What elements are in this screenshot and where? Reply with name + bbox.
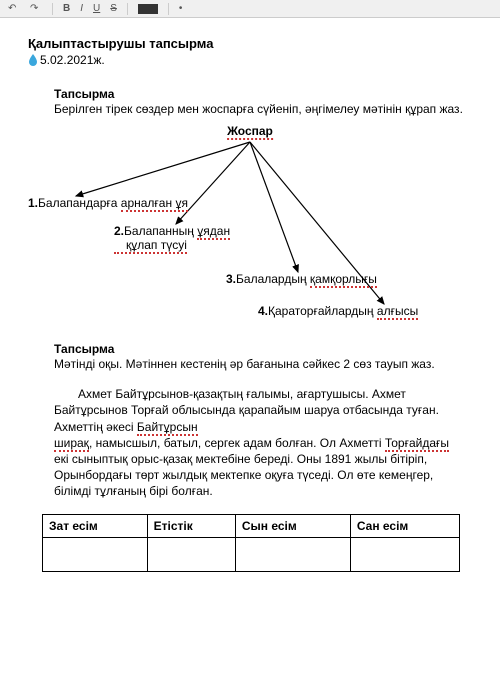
toolbar-block-icon[interactable] xyxy=(138,4,158,14)
plan-diagram: Жоспар 1.Балапандарға арналған ұя 2.Балап… xyxy=(28,124,472,334)
body-paragraph: Ахмет Байтұрсынов-қазақтың ғалымы, ағарт… xyxy=(28,386,472,499)
redo-icon[interactable]: ↷ xyxy=(30,3,42,15)
table-cell[interactable] xyxy=(235,537,350,571)
table-header-row: Зат есімЕтістікСын есімСан есім xyxy=(43,514,460,537)
plan-title: Жоспар xyxy=(227,124,273,138)
table-cell[interactable] xyxy=(147,537,235,571)
task2-label: Тапсырма xyxy=(54,342,472,356)
dot-icon[interactable]: • xyxy=(179,3,191,15)
page-title: Қалыптастырушы тапсырма xyxy=(28,36,472,51)
task1-label: Тапсырма xyxy=(54,87,472,101)
water-drop-icon xyxy=(28,54,38,66)
plan-item: 4.Қараторғайлардың алғысы xyxy=(258,304,418,318)
bold-icon[interactable]: B xyxy=(63,3,70,14)
task2-text: Мәтінді оқы. Мәтіннен кестенің әр бағаны… xyxy=(54,357,472,373)
table-header: Сын есім xyxy=(235,514,350,537)
plan-item: 3.Балалардың қамқорлығы xyxy=(226,272,377,286)
date-line: 5.02.2021ж. xyxy=(28,53,472,67)
date-text: 5.02.2021ж. xyxy=(40,53,105,67)
toolbar-separator xyxy=(52,3,53,15)
paragraph-segment: Торғайдағы xyxy=(385,436,449,452)
table-wrap: Зат есімЕтістікСын есімСан есім xyxy=(28,514,472,572)
paragraph-segment: ширақ xyxy=(54,436,89,452)
toolbar-separator xyxy=(127,3,128,15)
italic-icon[interactable]: I xyxy=(80,3,83,14)
paragraph-segment: Байтұрсын xyxy=(137,420,198,436)
underline-icon[interactable]: U xyxy=(93,3,100,14)
toolbar: ↶ ↷ B I U S • xyxy=(0,0,500,18)
plan-item: 2.Балапанның ұяданқұлап түсуі xyxy=(114,224,230,252)
table-header: Зат есім xyxy=(43,514,148,537)
page-content: Қалыптастырушы тапсырма 5.02.2021ж. Тапс… xyxy=(0,18,500,572)
paragraph-segment: екі сыныптық орыс-қазақ мектебіне береді… xyxy=(54,452,433,498)
toolbar-separator xyxy=(168,3,169,15)
table-row xyxy=(43,537,460,571)
task1-text: Берілген тірек сөздер мен жоспарға сүйен… xyxy=(54,102,472,118)
strike-icon[interactable]: S xyxy=(110,3,117,14)
paragraph-segment: , намысшыл, батыл, сергек адам болған. О… xyxy=(89,436,385,450)
undo-icon[interactable]: ↶ xyxy=(8,3,20,15)
paragraph-segment: Ахмет Байтұрсынов-қазақтың ғалымы, ағарт… xyxy=(54,387,439,433)
task1-block: Тапсырма Берілген тірек сөздер мен жоспа… xyxy=(28,87,472,118)
table-header: Сан есім xyxy=(350,514,459,537)
table-header: Етістік xyxy=(147,514,235,537)
plan-item: 1.Балапандарға арналған ұя xyxy=(28,196,188,210)
table-cell[interactable] xyxy=(350,537,459,571)
table-cell[interactable] xyxy=(43,537,148,571)
task2-block: Тапсырма Мәтінді оқы. Мәтіннен кестенің … xyxy=(28,342,472,373)
parts-of-speech-table: Зат есімЕтістікСын есімСан есім xyxy=(42,514,460,572)
